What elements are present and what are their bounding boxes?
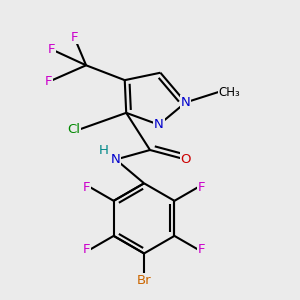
Text: F: F — [70, 31, 78, 44]
Text: F: F — [83, 243, 91, 256]
Text: Cl: Cl — [67, 123, 80, 136]
Text: CH₃: CH₃ — [218, 85, 240, 98]
Text: O: O — [180, 153, 191, 166]
Text: F: F — [48, 43, 56, 56]
Text: H: H — [99, 144, 109, 157]
Text: N: N — [111, 153, 121, 166]
Text: F: F — [198, 243, 205, 256]
Text: Br: Br — [137, 274, 152, 287]
Text: F: F — [198, 181, 205, 194]
Text: N: N — [181, 96, 190, 109]
Text: F: F — [83, 181, 91, 194]
Text: N: N — [154, 118, 164, 131]
Text: F: F — [45, 75, 53, 88]
